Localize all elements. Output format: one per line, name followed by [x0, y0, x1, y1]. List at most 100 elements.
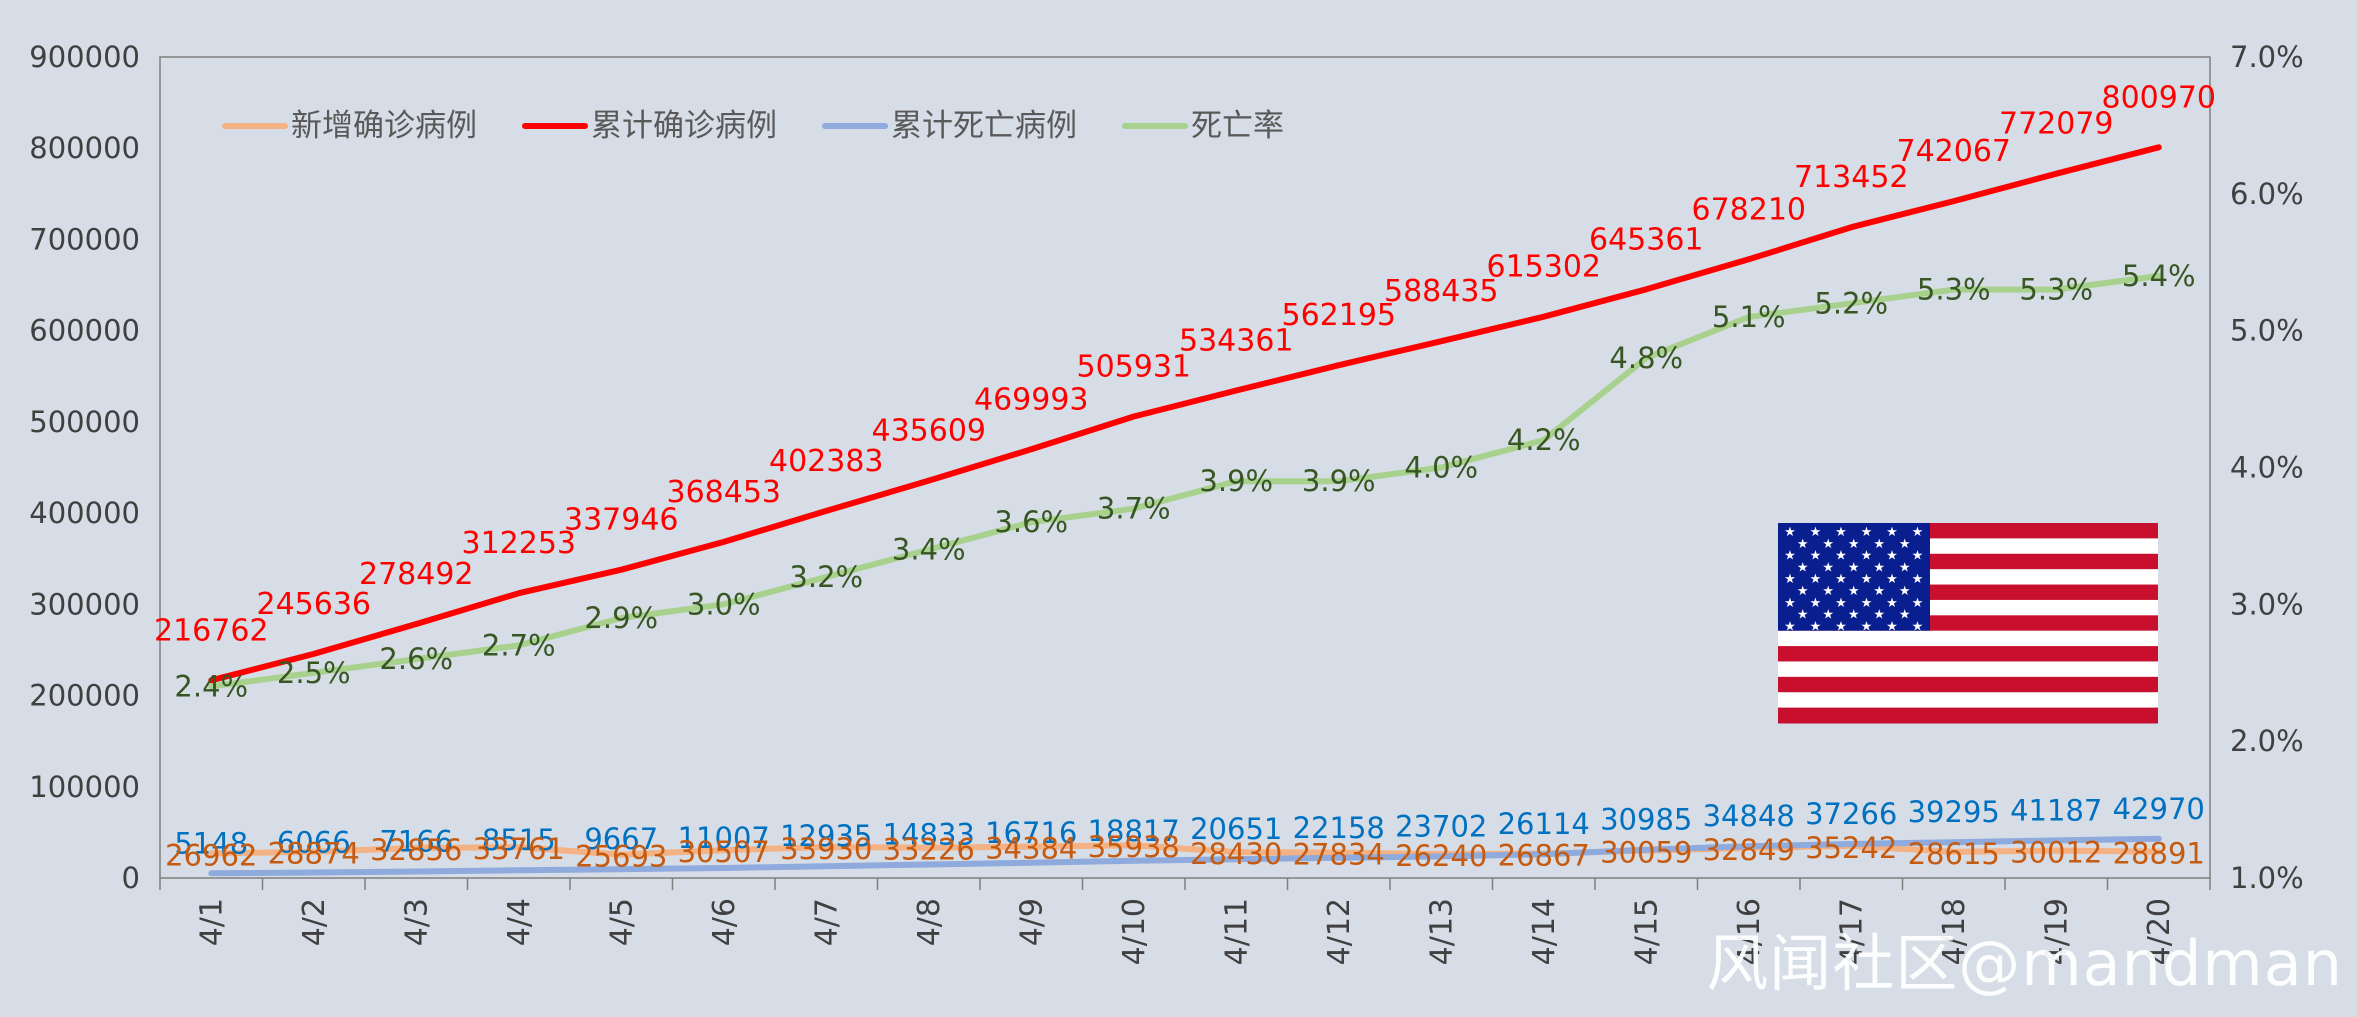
data-label: 800970	[2101, 80, 2216, 115]
data-label: 588435	[1384, 274, 1499, 309]
data-label: 216762	[154, 613, 269, 648]
data-label: 7166	[379, 824, 453, 858]
data-label: 562195	[1281, 298, 1396, 333]
x-tick-label: 4/18	[1937, 898, 1972, 965]
data-label: 32856	[370, 833, 462, 867]
flag-stripe	[1778, 661, 2158, 678]
flag-star: ★	[1835, 549, 1847, 564]
data-label: 5.4%	[2122, 259, 2196, 293]
data-label: 23702	[1395, 809, 1487, 843]
y-left-tick-label: 400000	[29, 496, 140, 530]
data-label: 435609	[871, 414, 986, 449]
y-right-tick-label: 4.0%	[2230, 451, 2304, 485]
flag-star: ★	[1886, 619, 1898, 634]
flag-star: ★	[1899, 608, 1911, 623]
data-label: 34848	[1703, 799, 1795, 833]
flag-stripe	[1778, 707, 2158, 724]
flag-star: ★	[1861, 525, 1873, 540]
x-tick-label: 4/14	[1527, 898, 1562, 965]
flag-star: ★	[1784, 596, 1796, 611]
data-label: 2.6%	[379, 642, 453, 676]
x-tick-label: 4/16	[1732, 898, 1767, 965]
data-label: 8515	[482, 823, 556, 857]
x-tick-label: 4/15	[1629, 898, 1664, 965]
flag-star: ★	[1835, 596, 1847, 611]
data-label: 534361	[1179, 324, 1294, 359]
x-tick-label: 4/10	[1117, 898, 1152, 965]
flag-star: ★	[1912, 572, 1924, 587]
flag-star: ★	[1810, 596, 1822, 611]
x-tick-label: 4/20	[2142, 898, 2177, 965]
flag-star: ★	[1810, 619, 1822, 634]
data-label: 5.2%	[1814, 286, 1888, 320]
data-label: 3.4%	[892, 533, 966, 567]
y-left-tick-label: 800000	[29, 131, 140, 165]
flag-star: ★	[1797, 560, 1809, 575]
x-tick-label: 4/12	[1322, 898, 1357, 965]
data-label: 312253	[461, 526, 576, 561]
flag-star: ★	[1873, 537, 1885, 552]
data-label: 30012	[2010, 836, 2102, 870]
data-label: 3.2%	[789, 560, 863, 594]
data-label: 9667	[584, 822, 658, 856]
y-right-tick-label: 3.0%	[2230, 587, 2304, 621]
data-label: 28874	[268, 837, 360, 871]
y-left-tick-label: 0	[122, 861, 140, 895]
flag-star: ★	[1784, 549, 1796, 564]
flag-stripe	[1778, 630, 2158, 647]
y-right-tick-label: 1.0%	[2230, 861, 2304, 895]
data-label: 3.6%	[994, 505, 1068, 539]
x-tick-label: 4/3	[399, 898, 434, 946]
data-label: 33761	[473, 832, 565, 866]
data-label: 34384	[985, 832, 1077, 866]
data-label: 5.1%	[1712, 300, 1786, 334]
us-flag-icon: ★ ★ ★ ★ ★ ★★ ★ ★ ★ ★★ ★ ★ ★ ★ ★★ ★ ★ ★ ★★ ★ ★ ★ ★ ★★ ★ ★ ★ ★★ ★ ★ ★ ★ ★★…	[1778, 523, 2158, 724]
data-label: 368453	[666, 475, 781, 510]
data-label: 14833	[883, 817, 975, 851]
data-label: 32849	[1703, 833, 1795, 867]
data-label: 245636	[256, 587, 371, 622]
data-label: 28615	[1908, 837, 2000, 871]
data-label: 35242	[1805, 831, 1897, 865]
data-label: 11007	[678, 821, 770, 855]
data-label: 3.0%	[687, 587, 761, 621]
data-label: 742067	[1896, 134, 2011, 169]
data-label: 402383	[769, 444, 884, 479]
flag-star: ★	[1810, 572, 1822, 587]
x-tick-label: 4/2	[297, 898, 332, 946]
flag-star: ★	[1848, 608, 1860, 623]
flag-stripe	[1778, 646, 2158, 662]
y-left-tick-label: 300000	[29, 587, 140, 621]
flag-star: ★	[1873, 584, 1885, 599]
flag-star: ★	[1886, 525, 1898, 540]
data-label: 20651	[1190, 812, 1282, 846]
data-label: 39295	[1908, 795, 2000, 829]
flag-stripe	[1778, 692, 2158, 709]
series-line	[208, 835, 2162, 877]
series-line	[208, 272, 2162, 690]
flag-star: ★	[1784, 525, 1796, 540]
data-label: 678210	[1691, 192, 1806, 227]
data-label: 2.5%	[277, 656, 351, 690]
legend-label: 新增确诊病例	[291, 108, 477, 144]
data-label: 469993	[974, 382, 1089, 417]
data-label: 26240	[1395, 839, 1487, 873]
flag-star: ★	[1835, 619, 1847, 634]
data-label: 3.9%	[1199, 464, 1273, 498]
watermark: 风闻社区@mandman	[1706, 927, 2343, 1000]
series-line	[208, 144, 2162, 684]
data-label: 772079	[1999, 107, 2114, 142]
data-label: 2.9%	[584, 601, 658, 635]
flag-star: ★	[1810, 549, 1822, 564]
flag-star: ★	[1912, 525, 1924, 540]
y-right-tick-label: 2.0%	[2230, 724, 2304, 758]
data-label: 30985	[1600, 803, 1692, 837]
data-label: 5.3%	[2019, 273, 2093, 307]
flag-star: ★	[1912, 619, 1924, 634]
x-tick-label: 4/8	[912, 898, 947, 946]
data-label: 645361	[1589, 222, 1704, 257]
y-left-tick-label: 700000	[29, 222, 140, 256]
data-label: 4.2%	[1507, 423, 1581, 457]
data-label: 16716	[985, 816, 1077, 850]
data-label: 33930	[780, 832, 872, 866]
